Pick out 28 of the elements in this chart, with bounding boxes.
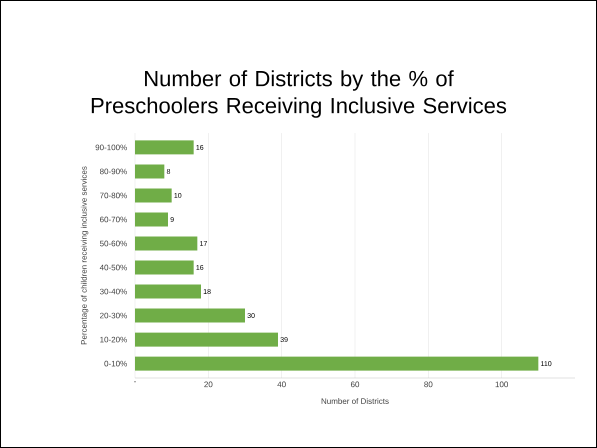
bar (135, 164, 164, 178)
x-tick-label: 60 (350, 382, 360, 388)
bar (135, 260, 194, 275)
y-tick-label: 90-100% (96, 144, 127, 150)
y-tick-label: 80-90% (100, 168, 127, 174)
bar (135, 284, 201, 299)
bar (135, 140, 194, 154)
y-axis-title: Percentage of children receiving inclusive services (80, 166, 88, 344)
chart-title: Number of Districts by the % of Preschoolers Receiving Inclusive Services (92, 70, 506, 118)
x-tick-label: 80 (424, 382, 432, 388)
x-tick-label: 100 (496, 382, 508, 388)
y-tick-label: 10-20% (100, 336, 127, 342)
x-axis-title: Number of Districts (322, 398, 389, 404)
bar (135, 236, 198, 250)
y-tick-label: 20-30% (100, 312, 127, 318)
y-tick-label: 70-80% (100, 192, 127, 198)
x-tick-label: 20 (204, 382, 212, 388)
bar (135, 188, 172, 202)
y-tick-label: 30-40% (100, 288, 127, 294)
y-tick-label: 40-50% (100, 264, 127, 270)
bar (135, 332, 278, 347)
y-tick-label: 60-70% (100, 216, 127, 222)
bar (135, 356, 538, 371)
bar (135, 308, 245, 323)
bar (135, 212, 168, 226)
y-tick-label: 50-60% (100, 240, 127, 246)
y-tick-label: 0-10% (104, 360, 127, 366)
x-tick-label: 40 (277, 382, 286, 388)
